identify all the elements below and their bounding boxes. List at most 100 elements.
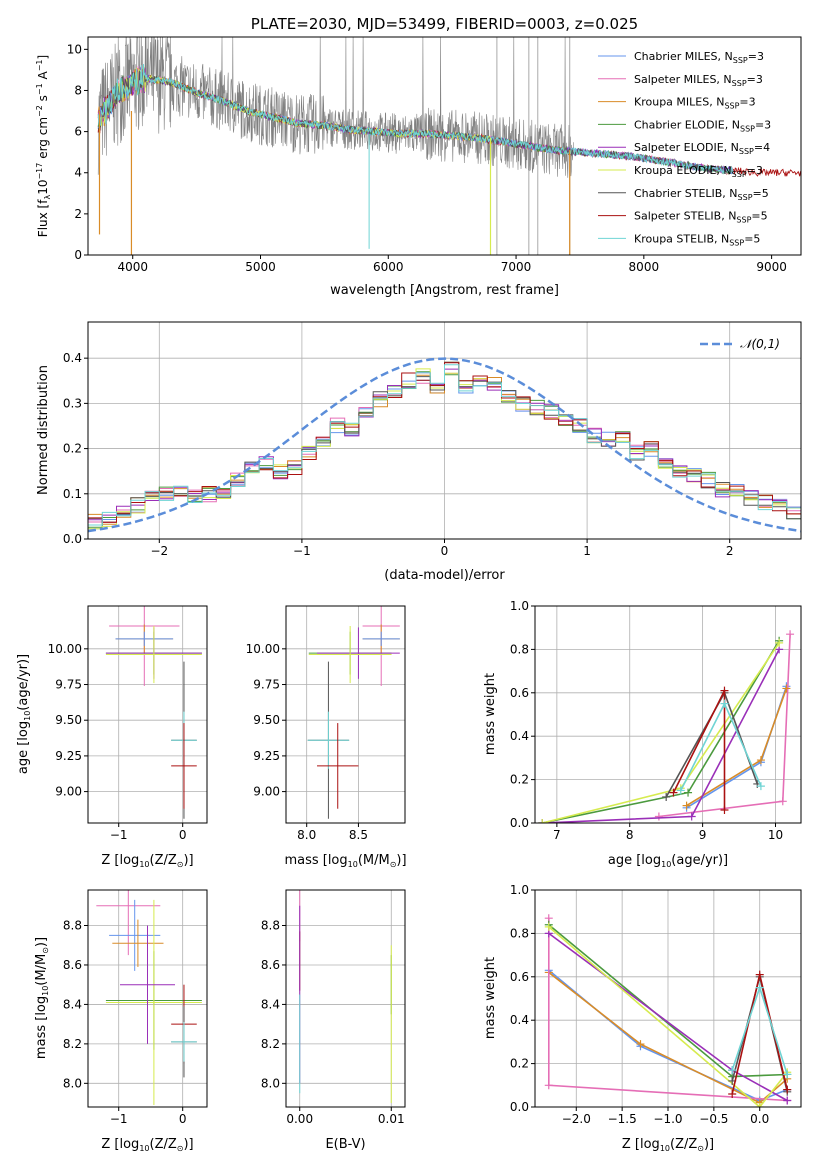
y-axis-label: Normed distribution — [36, 365, 51, 495]
x-axis-label-part: 10 — [661, 860, 671, 869]
y-axis-label: mass weight — [483, 673, 498, 755]
spectrum-panel: PLATE=2030, MJD=53499, FIBERID=0003, z=0… — [35, 15, 802, 298]
residuals-panel: −2 −1 0 1 2 0.0 0.1 0.2 0.3 0.4 (data-model)/error… — [36, 321, 802, 583]
x-axis-label-part: 10 — [139, 860, 149, 869]
legend-label-sa_elodie: Salpeter ELODIE, NSSP=4 — [634, 141, 770, 156]
x-axis-label-part: ⊙ — [390, 860, 397, 869]
y-tick-label: 1.0 — [510, 599, 529, 613]
x-axis-label-part: )] — [396, 853, 406, 868]
x-tick-label: 9000 — [756, 260, 787, 274]
marker-kr_miles — [782, 684, 791, 693]
y-tick-label: 8.2 — [63, 1037, 82, 1051]
x-tick-label: 8.0 — [297, 828, 316, 842]
y-tick-label: 10.00 — [48, 642, 82, 656]
legend-label-sa_stelib-part: Salpeter STELIB, N — [634, 210, 736, 223]
x-tick-label: 6000 — [373, 260, 404, 274]
y-tick-label: 9.00 — [253, 785, 280, 799]
legend-label-kr_miles-part: =3 — [739, 96, 755, 109]
x-axis-label: mass [log10(M/M⊙)] — [284, 853, 406, 869]
x-tick-label: 0.00 — [286, 1112, 313, 1126]
age_vs_mass-frame — [285, 605, 406, 824]
normal-curve — [88, 357, 801, 533]
legend-label-kr_stelib-part: =5 — [744, 232, 760, 245]
legend-label-kr_elodie-part: SSP — [732, 170, 747, 179]
x-tick-label: −1 — [293, 544, 311, 558]
x-tick-label: −2 — [150, 544, 168, 558]
marker-sa_elodie — [783, 1096, 792, 1105]
y-tick-label: 0.2 — [510, 773, 529, 787]
y-axis-label: age [log10(age/yr)] — [16, 654, 32, 774]
legend-label-sa_miles: Salpeter MILES, NSSP=3 — [634, 73, 763, 88]
spectrum-lines — [97, 37, 801, 255]
marker-sa_stelib — [720, 805, 729, 814]
errorbars — [307, 606, 400, 819]
x-axis-label-part: (Z/Z — [150, 853, 177, 868]
marker-sa_miles — [786, 630, 795, 639]
marker-sa_elodie — [687, 812, 696, 821]
x-tick-label: −1.5 — [608, 1112, 637, 1126]
legend-label-ch_stelib-part: SSP — [738, 193, 753, 202]
legend-label-sa_miles-part: =3 — [747, 73, 763, 86]
legend-label-sa_elodie-part: =4 — [754, 141, 770, 154]
x-axis-label-part: ⊙ — [177, 1144, 184, 1153]
y-tick-label: 8.0 — [63, 1076, 82, 1090]
mass_vs_Z-panel: −1 08.08.28.48.68.8Z [log10(Z/Z⊙)]mass [l… — [34, 889, 208, 1153]
legend-label-kr_miles-part: Kroupa MILES, N — [634, 96, 724, 109]
x-tick-label: 7000 — [501, 260, 532, 274]
x-tick-label: 7 — [553, 828, 561, 842]
x-tick-label: 4000 — [117, 260, 148, 274]
x-axis-label-part: Z [log — [622, 1137, 660, 1152]
y-axis-label-part: age [log — [16, 721, 31, 774]
x-axis-label: Z [log10(Z/Z⊙)] — [101, 1137, 193, 1153]
x-tick-label: 5000 — [245, 260, 276, 274]
x-axis-label-part: (Z/Z — [150, 1137, 177, 1152]
age_vs_Z-frame — [87, 605, 208, 824]
x-tick-label: 1 — [583, 544, 591, 558]
x-tick-label: 2 — [726, 544, 734, 558]
marker-kr_stelib — [728, 1066, 737, 1075]
y-tick-label: 0.3 — [63, 396, 82, 410]
legend-label-sa_miles-part: SSP — [732, 79, 747, 88]
weight-lines — [538, 630, 795, 823]
weight-lines — [544, 914, 792, 1107]
legend-label-ch_elodie-part: Chabrier ELODIE, N — [634, 118, 740, 131]
y-axis-label-part: (M/M — [34, 954, 49, 986]
x-axis-label: age [log10(age/yr)] — [608, 853, 728, 869]
x-axis-label-part: (age/yr)] — [671, 853, 728, 868]
y-axis-label-part: (age/yr)] — [16, 654, 31, 711]
mass_vs_Z-frame — [87, 889, 208, 1108]
y-axis-label-part: λ — [43, 195, 52, 200]
marker-sa_stelib — [728, 1089, 737, 1098]
y-axis-label-part: 10 — [41, 986, 50, 996]
spectrum-frame — [87, 36, 802, 256]
legend-label-normal: 𝒩(0,1) — [740, 337, 780, 351]
x-axis-label: E(B-V) — [325, 1137, 365, 1152]
legend-label-kr_elodie-part: Kroupa ELODIE, N — [634, 164, 732, 177]
x-tick-label: 8000 — [629, 260, 660, 274]
legend-label-ch_elodie-part: =3 — [755, 118, 771, 131]
legend-label-kr_stelib-part: SSP — [729, 238, 744, 247]
y-axis-label-part: 10 — [36, 180, 50, 195]
legend-label-kr_stelib-part: Kroupa STELIB, N — [634, 232, 729, 245]
x-tick-label: −1 — [110, 1112, 128, 1126]
y-axis-label-part: A — [36, 70, 50, 83]
y-tick-label: 9.50 — [55, 713, 82, 727]
errorbars — [105, 606, 202, 819]
x-tick-label: 0 — [179, 828, 187, 842]
legend-label-kr_elodie-part: =3 — [747, 164, 763, 177]
y-tick-label: 9.75 — [55, 678, 82, 692]
y-tick-label: 0.2 — [63, 442, 82, 456]
y-axis-label-part: −1 — [35, 59, 44, 71]
y-axis-label-part: ⊙ — [41, 947, 50, 954]
y-tick-label: 2 — [74, 207, 82, 221]
legend-label-sa_stelib-part: SSP — [736, 216, 751, 225]
y-tick-label: 8 — [74, 83, 82, 97]
y-tick-label: 9.50 — [253, 713, 280, 727]
x-tick-label: 9 — [699, 828, 707, 842]
y-tick-label: 9.25 — [55, 749, 82, 763]
series-kr_stelib — [680, 701, 762, 791]
x-tick-label: 0.0 — [750, 1112, 769, 1126]
